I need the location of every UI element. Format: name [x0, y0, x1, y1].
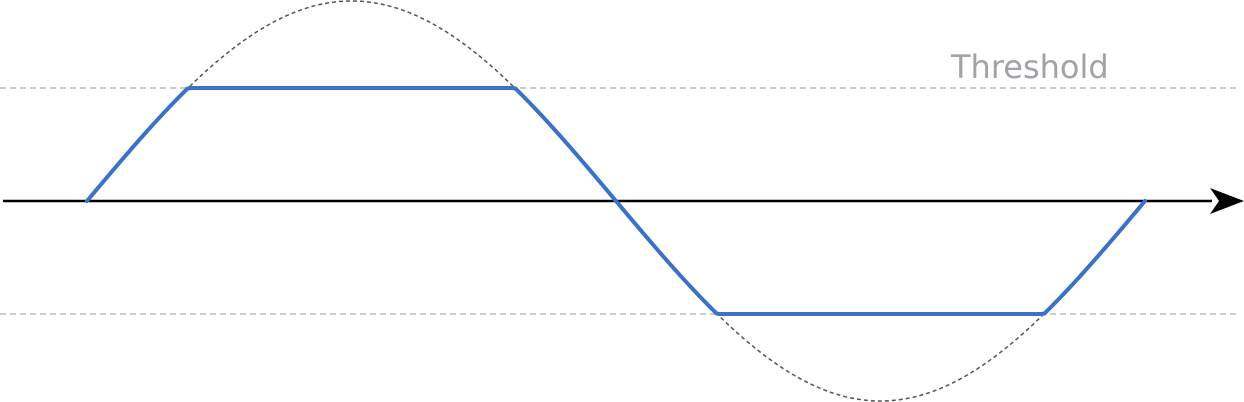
- clipped-signal-wave: [85, 86, 1147, 316]
- axis-arrowhead: [1210, 188, 1244, 214]
- original-sine-wave: [86, 0, 1146, 402]
- threshold-label: Threshold: [950, 48, 1109, 86]
